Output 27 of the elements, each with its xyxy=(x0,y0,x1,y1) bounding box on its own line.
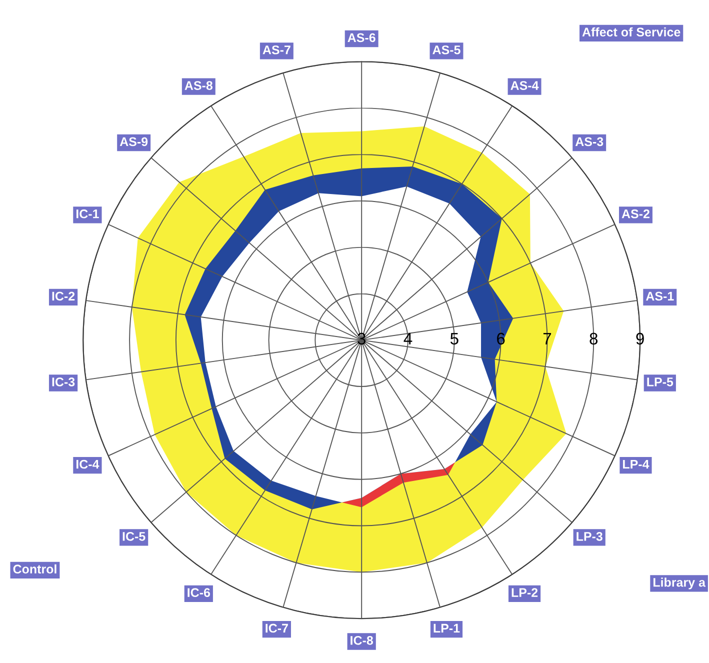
spoke-label: LP-1 xyxy=(434,624,460,633)
spoke-label: AS-6 xyxy=(348,33,376,42)
spoke-label: LP-5 xyxy=(647,378,674,386)
spoke-label: IC-7 xyxy=(266,624,288,633)
spoke-label: AS-9 xyxy=(120,137,148,146)
text: Affect of Service xyxy=(582,27,680,37)
spoke-label: IC-2 xyxy=(52,292,75,301)
spoke-label: AS-4 xyxy=(510,81,539,90)
spoke-label: IC-5 xyxy=(122,532,146,541)
spoke-label: IC-1 xyxy=(76,209,99,218)
y-tick-label: 3 xyxy=(358,332,366,345)
spoke-label: AS-7 xyxy=(262,45,290,54)
spoke-label: IC-8 xyxy=(350,636,374,645)
spoke-label: LP-3 xyxy=(576,532,602,541)
spoke-label: IC-6 xyxy=(188,588,210,598)
spoke-label: AS-2 xyxy=(622,209,650,218)
spoke-label: AS-5 xyxy=(432,45,460,54)
y-tick-label: 6 xyxy=(497,332,505,345)
text: Library a xyxy=(653,578,706,590)
spoke-label: AS-1 xyxy=(646,292,674,301)
spoke-label: IC-3 xyxy=(52,378,75,386)
spoke-label: IC-4 xyxy=(76,460,100,469)
spoke-label: LP-2 xyxy=(512,588,538,597)
text: Control xyxy=(13,564,56,574)
spoke-label: AS-3 xyxy=(575,137,604,146)
spoke-label: LP-4 xyxy=(623,460,650,469)
spoke-label: AS-8 xyxy=(184,81,213,90)
